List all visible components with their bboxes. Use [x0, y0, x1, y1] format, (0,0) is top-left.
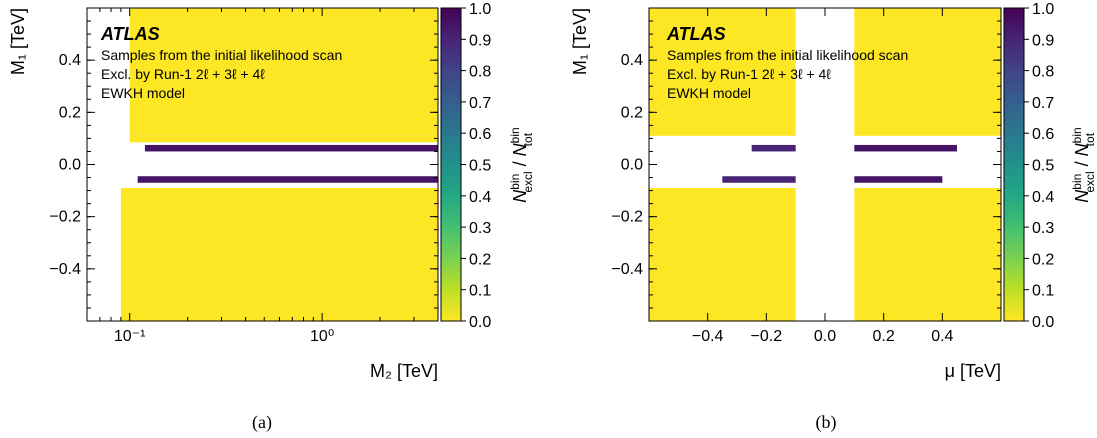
- panel-b-heat-region-7: [854, 176, 943, 183]
- panel-b-colorbar-tick-label-10: 1.0: [1032, 1, 1054, 18]
- panel-b-y-tick-label-0: 0.4: [621, 52, 643, 69]
- panel-a-colorbar-tick-label-9: 0.9: [469, 32, 491, 49]
- panel-b-label: (b): [816, 412, 837, 433]
- panel-b-colorbar-label: Nbinexcl / Nbintot: [1070, 127, 1097, 202]
- panel-a-y-tick-label-0: 0.4: [59, 52, 81, 69]
- panel-b-annotation-line-3: EWKH model: [667, 85, 751, 101]
- panel-a-y-tick-label-1: 0.2: [59, 104, 81, 121]
- panel-a-x-ticks: 10⁻¹ 10⁰: [99, 8, 415, 345]
- panel-b-heat-region-2: [649, 187, 796, 321]
- panel-a-colorbar-tick-label-0: 0.0: [469, 314, 491, 331]
- panel-b-colorbar-tick-label-4: 0.4: [1032, 189, 1054, 206]
- panel-a-heat-region-0: [120, 187, 438, 321]
- panel-b-colorbar-tick-label-8: 0.8: [1032, 64, 1054, 81]
- panel-b-colorbar-tick-label-5: 0.5: [1032, 158, 1054, 175]
- panel-b-colorbar-ticks: 0.0 0.1 0.2 0.3 0.4 0.5 0.6 0.7 0.8 0.9 1.0: [1024, 1, 1054, 331]
- panel-b-y-ticks: 0.4 0.2 0.0 −0.2 −0.4: [611, 20, 1001, 309]
- panel-b-annotation-line-1: Samples from the initial likelihood scan: [667, 47, 908, 63]
- panel-b-colorbar-tick-label-3: 0.3: [1032, 220, 1054, 237]
- panel-b-heatmap: [649, 8, 1001, 321]
- panel-a-colorbar-tick-label-5: 0.5: [469, 158, 491, 175]
- panel-a-colorbar-tick-label-3: 0.3: [469, 220, 491, 237]
- panel-a-atlas-label: ATLAS: [100, 24, 160, 44]
- panel-a-heat-region-1: [129, 8, 438, 136]
- panel-b-heat-region-5: [854, 144, 957, 152]
- panel-b-heat-region-0: [649, 8, 796, 136]
- panel-a-colorbar-tick-label-10: 1.0: [469, 1, 491, 18]
- panel-a-heat-region-4: [137, 176, 439, 183]
- panel-b-heat-region-4: [751, 144, 796, 152]
- panel-a-x-tick-label-1: 10⁰: [310, 328, 334, 345]
- panel-b-x-tick-label-1: −0.2: [751, 328, 783, 345]
- panel-b-y-tick-label-1: 0.2: [621, 104, 643, 121]
- panel-a-heatmap: [120, 8, 439, 321]
- panel-a-y-tick-label-3: −0.2: [49, 209, 81, 226]
- panel-b-heat-region-3: [854, 187, 1001, 321]
- panel-a-colorbar: [440, 7, 462, 322]
- panel-b-atlas-label: ATLAS: [666, 24, 726, 44]
- panel-a-annotation-line-2: Excl. by Run-1 2ℓ + 3ℓ + 4ℓ: [101, 66, 265, 82]
- panel-a-heat-region-3: [144, 144, 438, 152]
- panel-a-x-tick-label-0: 10⁻¹: [114, 328, 146, 345]
- panel-b-x-tick-label-0: −0.4: [692, 328, 724, 345]
- panel-b-x-axis-label: μ [TeV]: [945, 361, 1001, 381]
- panel-b-colorbar-tick-label-6: 0.6: [1032, 126, 1054, 143]
- panel-a-colorbar-tick-label-2: 0.2: [469, 251, 491, 268]
- panel-b-x-tick-label-3: 0.2: [873, 328, 895, 345]
- panel-b-y-tick-label-3: −0.2: [611, 209, 643, 226]
- panel-a-colorbar-tick-label-8: 0.8: [469, 64, 491, 81]
- panel-b-heat-region-6: [722, 176, 796, 183]
- panel-b-colorbar-tick-label-0: 0.0: [1032, 314, 1054, 331]
- panel-b-annotation-line-2: Excl. by Run-1 2ℓ + 3ℓ + 4ℓ: [667, 66, 831, 82]
- panel-a-colorbar-tick-label-4: 0.4: [469, 189, 491, 206]
- panel-b-colorbar-tick-label-7: 0.7: [1032, 95, 1054, 112]
- panel-b-x-tick-label-4: 0.4: [931, 328, 953, 345]
- panel-b-colorbar-tick-label-9: 0.9: [1032, 32, 1054, 49]
- panel-b-colorbar-tick-label-1: 0.1: [1032, 283, 1054, 300]
- panel-b-y-tick-label-2: 0.0: [621, 157, 643, 174]
- panel-a-colorbar-tick-label-1: 0.1: [469, 283, 491, 300]
- panel-a: 10⁻¹ 10⁰ 0.4 0.2 0.0 −0.2 −0.4 ATLAS Samples …: [8, 1, 535, 433]
- panel-b-y-tick-label-4: −0.4: [611, 261, 643, 278]
- panel-a-colorbar-label: Nbinexcl / Nbintot: [508, 127, 535, 202]
- panel-b-colorbar-tick-label-2: 0.2: [1032, 251, 1054, 268]
- panel-a-y-tick-label-2: 0.0: [59, 157, 81, 174]
- panel-a-y-tick-label-4: −0.4: [49, 261, 81, 278]
- panel-a-heat-region-2: [129, 135, 438, 143]
- panel-a-colorbar-ticks: 0.0 0.1 0.2 0.3 0.4 0.5 0.6 0.7 0.8 0.9 1.0: [461, 1, 491, 331]
- panel-a-y-ticks: 0.4 0.2 0.0 −0.2 −0.4: [49, 20, 438, 309]
- panel-b-x-ticks: −0.4 −0.2 0.0 0.2 0.4: [692, 8, 954, 345]
- panel-b-heat-region-1: [854, 8, 1001, 136]
- panel-a-x-axis-label: M₂ [TeV]: [370, 361, 438, 381]
- panel-b-colorbar: [1003, 7, 1025, 322]
- panel-a-annotation-line-1: Samples from the initial likelihood scan: [101, 47, 342, 63]
- panel-a-y-axis-label: M₁ [TeV]: [8, 8, 28, 75]
- panel-a-colorbar-tick-label-7: 0.7: [469, 95, 491, 112]
- panel-b-y-axis-label: M₁ [TeV]: [570, 8, 590, 75]
- panel-a-label: (a): [252, 412, 272, 433]
- panel-b-x-tick-label-2: 0.0: [814, 328, 836, 345]
- panel-b: −0.4 −0.2 0.0 0.2 0.4 0.4 0.2 0.0 −0.2 −0.4 ATLA…: [570, 1, 1097, 433]
- panel-a-annotation-line-3: EWKH model: [101, 85, 185, 101]
- panel-a-colorbar-tick-label-6: 0.6: [469, 126, 491, 143]
